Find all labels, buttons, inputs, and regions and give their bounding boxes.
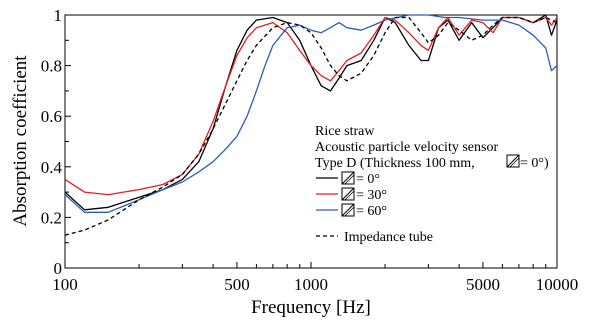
- angle-symbol-icon: [341, 187, 355, 201]
- x-axis-label: Frequency [Hz]: [251, 297, 371, 318]
- legend-title-line2: Acoustic particle velocity sensor: [315, 140, 498, 155]
- y-axis-label: Absorption coefficient: [10, 55, 31, 227]
- legend-title-line3-suffix: = 0°): [520, 156, 549, 171]
- legend-entries: = 0°= 30°= 60° Impedance tube: [316, 171, 433, 245]
- angle-symbol-icon: [341, 203, 355, 217]
- legend-label-0: = 0°: [356, 172, 380, 187]
- x-tick-label: 1000: [294, 275, 328, 294]
- series-line-0: [64, 14, 558, 211]
- y-tick-label: 0.4: [41, 158, 63, 177]
- x-tick-label: 100: [52, 275, 78, 294]
- series-line-2: [64, 14, 558, 213]
- series-line-1: [64, 16, 558, 196]
- x-tick-label: 10000: [536, 275, 579, 294]
- x-axis-ticks: 100 500 1000 5000 10000: [52, 262, 578, 294]
- y-tick-label: 0.2: [41, 208, 62, 227]
- legend-label-3: Impedance tube: [344, 230, 433, 245]
- legend-label-2: = 60°: [356, 204, 387, 219]
- y-tick-label: 1: [54, 6, 63, 25]
- legend-label-1: = 30°: [356, 188, 387, 203]
- series-line-3: [64, 16, 558, 236]
- y-axis-ticks: 0 0.2 0.4 0.6 0.8 1: [41, 6, 71, 278]
- y-tick-label: 0: [54, 259, 63, 278]
- legend: Rice straw Acoustic particle velocity se…: [315, 124, 549, 245]
- x-tick-label: 5000: [466, 275, 500, 294]
- angle-symbol-icon: [506, 154, 520, 168]
- legend-title-line3-prefix: Type D (Thickness 100 mm,: [315, 156, 475, 171]
- angle-symbol-icon: [341, 171, 355, 185]
- y-tick-label: 0.6: [41, 107, 62, 126]
- y-tick-label: 0.8: [41, 57, 62, 76]
- series-lines: [64, 14, 558, 236]
- x-tick-label: 500: [224, 275, 250, 294]
- legend-title-line1: Rice straw: [315, 124, 375, 139]
